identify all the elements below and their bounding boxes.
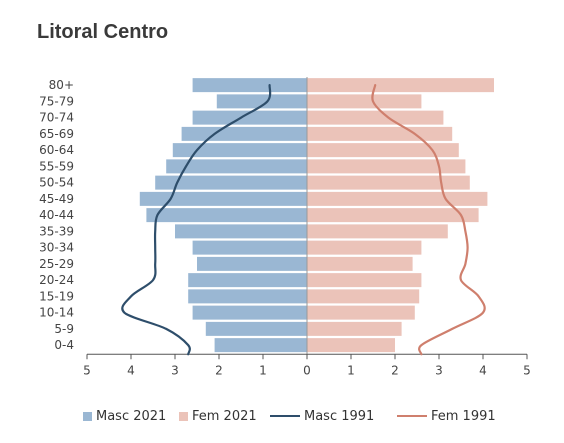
bar-fem-2021-40-44	[307, 208, 479, 223]
y-tick-label: 15-19	[39, 289, 74, 303]
x-tick-label: 4	[127, 363, 135, 377]
legend-item-masc-2021[interactable]: Masc 2021	[83, 406, 166, 426]
bar-fem-2021-50-54	[307, 175, 470, 190]
y-tick-label: 60-64	[39, 143, 74, 157]
bar-fem-2021-55-59	[307, 159, 466, 174]
y-tick-label: 20-24	[39, 273, 74, 287]
x-tick-label: 3	[435, 363, 443, 377]
bar-masc-2021-0-4	[214, 338, 307, 353]
bar-fem-2021-10-14	[307, 305, 415, 320]
bar-fem-2021-15-19	[307, 289, 420, 304]
y-tick-label: 40-44	[39, 208, 74, 222]
bar-fem-2021-60-64	[307, 143, 459, 158]
x-tick-label: 1	[347, 363, 355, 377]
x-tick-label: 5	[523, 363, 531, 377]
legend-item-fem-1991[interactable]: Fem 1991	[397, 406, 496, 426]
bar-fem-2021-30-34	[307, 240, 422, 255]
bar-masc-2021-45-49	[139, 191, 307, 206]
x-tick-label: 0	[303, 363, 311, 377]
legend-item-fem-2021[interactable]: Fem 2021	[179, 406, 257, 426]
y-tick-label: 25-29	[39, 257, 74, 271]
bar-masc-2021-55-59	[166, 159, 307, 174]
bar-masc-2021-25-29	[197, 256, 307, 271]
x-tick-label: 4	[479, 363, 487, 377]
x-tick-label: 1	[259, 363, 267, 377]
legend-swatch-fem-2021	[179, 411, 188, 421]
chart-title: Litoral Centro	[37, 21, 169, 43]
bar-masc-2021-20-24	[188, 273, 307, 288]
legend-swatch-fem-1991	[397, 415, 427, 417]
bar-masc-2021-35-39	[175, 224, 307, 239]
x-tick-label: 5	[83, 363, 91, 377]
legend-swatch-masc-1991	[270, 415, 300, 417]
bar-fem-2021-25-29	[307, 256, 413, 271]
line-masc-1991	[121, 84, 272, 356]
bar-masc-2021-30-34	[192, 240, 307, 255]
legend-item-masc-1991[interactable]: Masc 1991	[270, 406, 374, 426]
legend-label-masc-2021: Masc 2021	[96, 408, 167, 424]
y-tick-label: 80+	[49, 78, 74, 92]
y-tick-label: 30-34	[39, 241, 74, 255]
y-tick-label: 55-59	[39, 159, 74, 173]
y-tick-label: 10-14	[39, 306, 74, 320]
y-tick-label: 70-74	[39, 111, 74, 125]
bar-masc-2021-40-44	[146, 208, 307, 223]
legend-swatch-masc-2021	[83, 411, 92, 421]
bar-fem-2021-65-69	[307, 126, 453, 141]
population-pyramid-chart: 5 4 3 2 1 0 1 2 3 4 5 0-4 5-9 10-14 15-19 20-24 25-29 30-…	[39, 77, 531, 377]
bar-fem-2021-20-24	[307, 273, 422, 288]
bar-fem-2021-45-49	[307, 191, 488, 206]
y-tick-label: 35-39	[39, 224, 74, 238]
y-tick-label: 50-54	[39, 176, 74, 190]
bar-fem-2021-5-9	[307, 321, 402, 336]
legend: Masc 2021 Fem 2021 Masc 1991 Fem 1991	[0, 406, 564, 426]
y-tick-label: 75-79	[39, 94, 74, 108]
bar-fem-2021-35-39	[307, 224, 448, 239]
bar-masc-2021-5-9	[205, 321, 307, 336]
bar-masc-2021-15-19	[188, 289, 307, 304]
bar-masc-2021-80+	[192, 78, 307, 93]
bar-masc-2021-60-64	[172, 143, 307, 158]
bar-masc-2021-50-54	[155, 175, 307, 190]
legend-label-fem-2021: Fem 2021	[192, 408, 257, 424]
bar-masc-2021-75-79	[216, 94, 307, 109]
bar-masc-2021-70-74	[192, 110, 307, 125]
x-tick-label: 2	[391, 363, 399, 377]
bar-fem-2021-0-4	[307, 338, 395, 353]
legend-label-fem-1991: Fem 1991	[431, 408, 496, 424]
y-tick-label: 0-4	[54, 338, 74, 352]
y-tick-label: 65-69	[39, 127, 74, 141]
y-tick-label: 5-9	[54, 322, 74, 336]
line-fem-1991	[371, 84, 486, 356]
bar-fem-2021-75-79	[307, 94, 422, 109]
bar-fem-2021-80+	[307, 78, 494, 93]
legend-label-masc-1991: Masc 1991	[304, 408, 375, 424]
y-tick-label: 45-49	[39, 192, 74, 206]
bar-fem-2021-70-74	[307, 110, 444, 125]
bar-masc-2021-65-69	[181, 126, 307, 141]
x-tick-label: 2	[215, 363, 223, 377]
x-tick-label: 3	[171, 363, 179, 377]
bar-masc-2021-10-14	[192, 305, 307, 320]
